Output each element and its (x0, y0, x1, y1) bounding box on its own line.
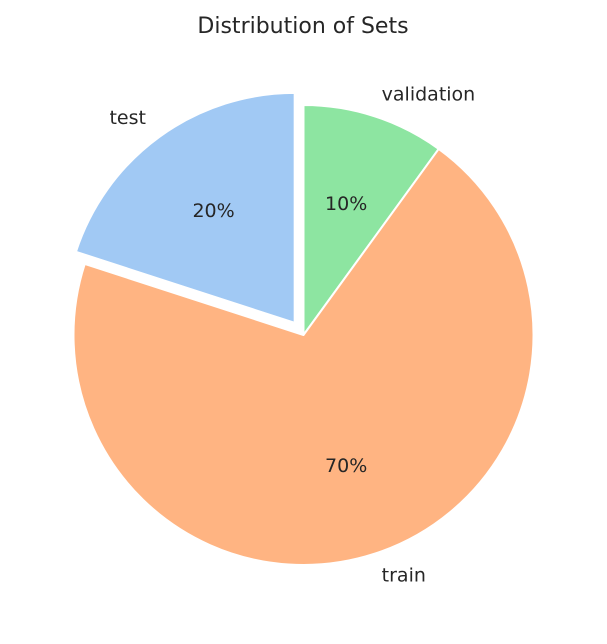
pie-slices (72, 91, 535, 566)
pie-slice-train (72, 147, 535, 566)
slice-label-train: train (382, 565, 426, 587)
slice-percent-test: 20% (192, 200, 234, 222)
slice-label-validation: validation (382, 83, 476, 105)
slice-percent-train: 70% (325, 455, 367, 477)
chart-title: Distribution of Sets (197, 14, 408, 39)
pie-slice-test (74, 91, 296, 324)
slice-percent-validation: 10% (325, 193, 367, 215)
pie-slice-validation (302, 104, 440, 336)
slice-label-test: test (109, 107, 146, 129)
pie-labels: validation 10% train 70% test 20% (109, 83, 475, 586)
